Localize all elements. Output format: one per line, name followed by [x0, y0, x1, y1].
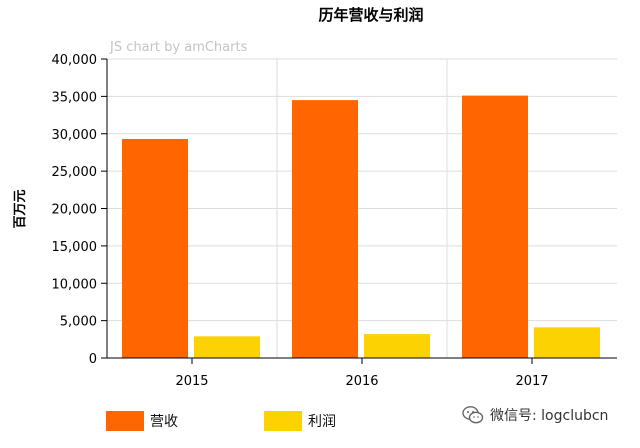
y-tick-label: 0 — [89, 352, 97, 367]
bar-revenue-2017 — [462, 95, 528, 358]
legend-swatch-profit — [264, 411, 302, 431]
bars — [122, 95, 600, 359]
y-tick-label: 30,000 — [52, 128, 98, 143]
wechat-icon — [462, 404, 484, 426]
x-tick-label: 2017 — [515, 374, 548, 389]
bar-profit-2017 — [534, 327, 600, 358]
y-tick-label: 25,000 — [52, 165, 98, 180]
chart-title: 历年营收与利润 — [318, 6, 423, 24]
y-tick-label: 40,000 — [52, 53, 98, 68]
axes: 0 5,000 10,000 15,000 20,000 25,000 30,000 35,0… — [52, 53, 617, 389]
y-tick-label: 20,000 — [52, 203, 98, 218]
legend-item-revenue[interactable]: 营收 — [106, 410, 178, 432]
legend-item-profit[interactable]: 利润 — [264, 410, 336, 432]
watermark-text: 微信号: logclubcn — [490, 408, 609, 424]
bar-profit-2015 — [194, 336, 260, 358]
legend-swatch-revenue — [106, 411, 144, 431]
y-tick-label: 10,000 — [52, 277, 98, 292]
bar-revenue-2016 — [292, 100, 358, 359]
y-axis-title: 百万元 — [13, 189, 28, 228]
watermark: 微信号: logclubcn — [462, 404, 608, 426]
y-tick-label: 15,000 — [52, 240, 98, 255]
y-tick-label: 35,000 — [52, 90, 98, 105]
x-tick-label: 2016 — [345, 374, 378, 389]
chart-credit[interactable]: JS chart by amCharts — [109, 40, 248, 55]
x-tick-label: 2015 — [175, 374, 208, 389]
legend-label-revenue: 营收 — [150, 414, 178, 430]
bar-profit-2016 — [364, 334, 430, 358]
legend-label-profit: 利润 — [308, 414, 336, 430]
y-tick-label: 5,000 — [60, 315, 97, 330]
bar-revenue-2015 — [122, 138, 188, 358]
grid — [107, 58, 617, 358]
